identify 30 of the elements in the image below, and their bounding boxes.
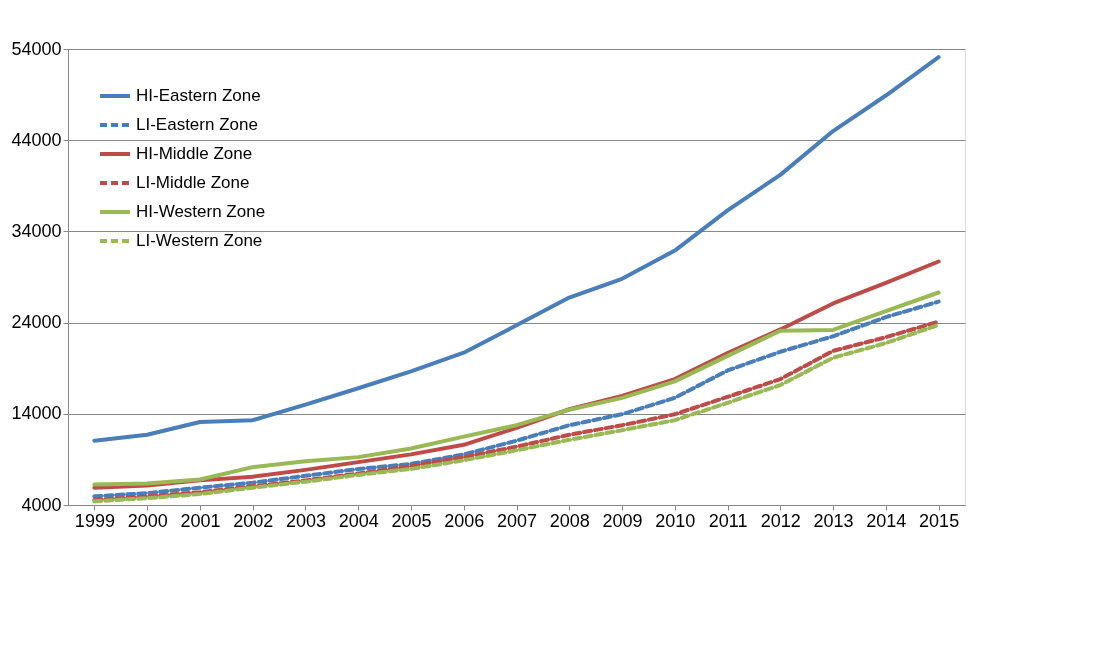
legend-label: LI-Western Zone xyxy=(136,231,263,250)
x-tick-label: 2005 xyxy=(391,510,432,531)
x-tick-label: 2015 xyxy=(919,510,960,531)
x-tick-label: 2014 xyxy=(866,510,907,531)
x-tick-label: 2007 xyxy=(496,510,538,531)
x-tick-label: 2009 xyxy=(602,510,643,531)
x-tick-label: 2012 xyxy=(760,510,801,531)
legend-label: HI-Eastern Zone xyxy=(136,86,261,105)
line-series xyxy=(92,55,941,443)
x-tick-label: 2000 xyxy=(127,510,168,531)
y-tick-label: 54000 xyxy=(11,38,62,59)
x-tick-label: 1999 xyxy=(74,510,115,531)
x-tick-label: 2001 xyxy=(180,510,221,531)
x-tick-label: 2002 xyxy=(233,510,274,531)
x-tick-label: 2004 xyxy=(338,510,379,531)
legend-label: HI-Western Zone xyxy=(136,202,266,221)
x-tick-label: 2011 xyxy=(708,510,748,531)
y-tick-label: 14000 xyxy=(11,403,62,424)
x-tick-label: 2013 xyxy=(813,510,854,531)
x-tick-label: 2003 xyxy=(285,510,326,531)
x-tick-label: 2006 xyxy=(444,510,485,531)
y-tick-label: 44000 xyxy=(11,129,62,150)
y-tick-label: 24000 xyxy=(11,312,62,333)
y-tick-label: 4000 xyxy=(21,494,62,515)
y-tick-label: 34000 xyxy=(11,220,62,241)
x-tick-label: 2008 xyxy=(549,510,590,531)
x-tick-label: 2010 xyxy=(655,510,696,531)
legend-label: LI-Middle Zone xyxy=(136,173,250,192)
legend-label: LI-Eastern Zone xyxy=(136,115,258,134)
legend-label: HI-Middle Zone xyxy=(136,144,253,163)
